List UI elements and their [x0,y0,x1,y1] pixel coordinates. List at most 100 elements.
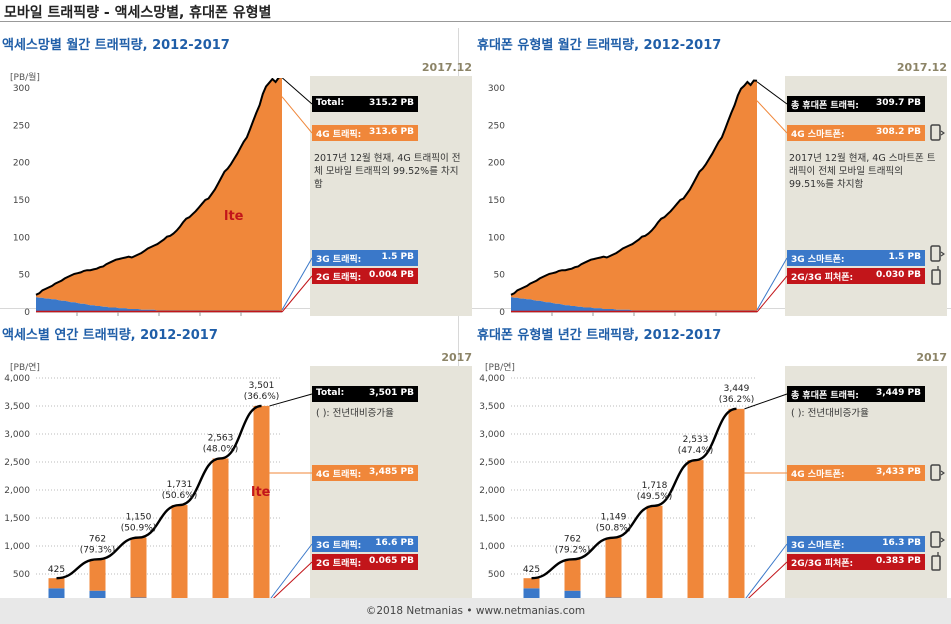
note-text: 2017년 12월 현재, 4G 스마트폰 트래픽이 전체 모바일 트래픽의 9… [789,153,936,190]
footer-bar [0,598,951,624]
3g-callout: 3G 스마트폰: 16.3 PB [787,536,925,552]
smartphone-icon [930,531,945,548]
4g-callout: 4G 트래픽: 313.6 PB [312,125,418,141]
4g-bar [130,537,147,598]
panel-title: 휴대폰 유형별 년간 트래픽량, 2012-2017 [477,328,722,343]
2g-callout: 2G 트래픽: 0.004 PB [312,268,418,284]
4g-bar [212,458,229,600]
feature-phone-icon [931,266,941,285]
y-tick-label: 3,000 [4,430,30,440]
total-leader-line [744,393,788,410]
y-tick-label: 3,500 [479,402,505,412]
y-tick-label: 300 [488,84,505,94]
3g-label: 3G 스마트폰: [791,255,845,265]
data-label: (79.3%) [80,545,116,555]
yearly-bar-chart: 05001,0001,5002,0002,5003,0003,5004,0002… [479,374,788,606]
panel-handset-monthly: 휴대폰 유형별 월간 트래픽량, 2012-2017 2017.12 0 50 10… [475,28,951,316]
data-label: 425 [523,565,540,575]
4g-callout: 4G 스마트폰: 308.2 PB [787,125,925,141]
3g-label: 3G 트래픽: [316,541,362,551]
period-label: 2017 [441,351,472,364]
y-tick-label: 250 [13,121,30,131]
data-label: 2,563 [208,433,234,443]
y-tick-label: 2,000 [4,486,30,496]
4g-value: 3,485 PB [368,467,414,477]
total-label: Total: [316,388,345,398]
data-label: (50.8%) [596,524,632,534]
3g-value: 1.5 PB [381,252,414,262]
y-tick-label: 0 [499,308,505,316]
monthly-area-chart: 0501001502002503002012201320142015201620… [488,79,788,316]
y-tick-label: 150 [13,196,30,206]
data-label: 762 [564,534,581,544]
y-tick-label: 2,500 [4,458,30,468]
total-value: 3,501 PB [368,388,414,398]
data-label: (48.0%) [203,444,239,454]
page-title: 모바일 트래픽량 - 액세스망별, 휴대폰 유형별 [4,5,272,21]
data-label: 1,150 [126,513,152,523]
2g-value: 0.383 PB [875,556,921,566]
y-tick-label: 500 [13,570,30,580]
4g-value: 308.2 PB [875,127,921,137]
y-tick-label: 0 [24,308,30,316]
data-label: (50.9%) [121,524,157,534]
smartphone-icon [930,464,945,481]
total-label: 총 휴대폰 트래픽: [791,101,859,111]
y-tick-label: 3,500 [4,402,30,412]
3g-leader-line [756,257,788,311]
4g-bar [89,559,106,591]
total-line [510,79,758,296]
2g-value: 0.030 PB [875,270,921,280]
3g-label: 3G 트래픽: [316,255,362,265]
4g-leader-line [281,96,313,134]
data-label: 1,718 [642,481,668,491]
3g-label: 3G 스마트폰: [791,541,845,551]
data-label: (47.4%) [678,446,714,456]
data-label: 425 [48,565,65,575]
3g-callout: 3G 트래픽: 1.5 PB [312,250,418,266]
total-curve [531,407,737,580]
y-unit-label: [PB/연] [10,363,40,373]
data-label: 3,449 [724,384,750,394]
y-unit-label: [PB/연] [485,363,515,373]
4g-leader-line [756,100,788,134]
3g-leader-line [744,543,788,601]
period-label: 2017 [916,351,947,364]
4g-bar [48,578,65,589]
y-tick-label: 50 [494,271,506,281]
y-tick-label: 1,000 [479,542,505,552]
total-leader-line [756,81,788,105]
y-tick-label: 4,000 [4,374,30,384]
3g-value: 1.5 PB [888,252,921,262]
panel-title: 액세스망별 월간 트래픽량, 2012-2017 [2,38,230,53]
total-value: 3,449 PB [875,388,921,398]
note-text: ( ): 전년대비증가율 [316,408,394,419]
smartphone-icon [930,124,945,141]
panel-title: 휴대폰 유형별 월간 트래픽량, 2012-2017 [477,38,722,53]
panel-title: 액세스별 연간 트래픽량, 2012-2017 [2,328,218,343]
total-leader-line [281,78,313,105]
3g-area [36,297,282,312]
4g-callout: 4G 스마트폰: 3,433 PB [787,465,925,481]
4g-bar [253,405,270,602]
3g-leader-line [269,543,313,601]
y-tick-label: 4,000 [479,374,505,384]
total-leader-line [269,393,313,407]
data-label: 3,501 [249,381,275,391]
total-line [35,78,281,296]
lte-logo-text: lte [224,209,244,224]
2g-label: 2G 트래픽: [316,273,362,283]
data-label: 2,533 [683,435,709,445]
note-text: ( ): 전년대비증가율 [791,408,869,419]
2g-label: 2G/3G 피처폰: [791,559,854,569]
4g-value: 3,433 PB [875,467,921,477]
4g-value: 313.6 PB [368,127,414,137]
4g-bar [564,559,581,591]
4g-bar [605,537,622,598]
2g-label: 2G 트래픽: [316,559,362,569]
panel-access-yearly: 액세스별 연간 트래픽량, 2012-2017 2017 [PB/연] 0500… [0,318,476,606]
2g-callout: 2G/3G 피처폰: 0.383 PB [787,554,925,570]
y-tick-label: 50 [19,271,31,281]
2g-callout: 2G 트래픽: 0.065 PB [312,554,418,570]
y-unit-label: [PB/월] [10,73,40,83]
